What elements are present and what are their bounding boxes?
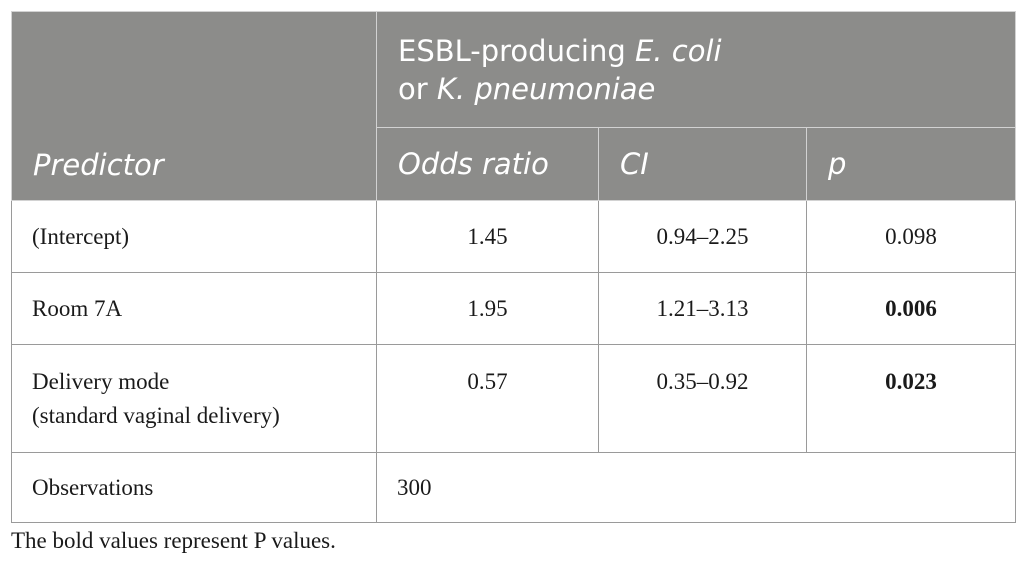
cell-predictor-line1: Delivery mode <box>32 369 170 394</box>
header-group-ecoli: E. coli <box>634 34 722 68</box>
header-group-or: or <box>398 72 437 106</box>
header-p: p <box>805 127 1017 201</box>
cell-ci: 0.94–2.25 <box>598 200 807 273</box>
table-row: (Intercept) 1.45 0.94–2.25 0.098 <box>11 200 1017 273</box>
header-outcome-group: ESBL-producing E. coli or K. pneumoniae <box>375 11 1017 128</box>
header-predictor: Predictor <box>11 11 377 201</box>
table-row: Observations 300 <box>11 452 1017 523</box>
cell-observations-value: 300 <box>375 452 1017 523</box>
cell-odds-ratio: 1.95 <box>376 272 599 345</box>
cell-p: 0.006 <box>805 272 1017 345</box>
cell-observations-label: Observations <box>11 452 377 523</box>
cell-ci: 1.21–3.13 <box>598 272 807 345</box>
cell-odds-ratio: 1.45 <box>376 200 599 273</box>
cell-p: 0.023 <box>805 344 1017 453</box>
header-odds-ratio: Odds ratio <box>376 127 599 201</box>
table-row: Room 7A 1.95 1.21–3.13 0.006 <box>11 272 1017 345</box>
cell-predictor: Room 7A <box>11 272 377 345</box>
header-ci: CI <box>598 127 807 201</box>
cell-predictor: (Intercept) <box>11 200 377 273</box>
cell-odds-ratio: 0.57 <box>376 344 599 453</box>
cell-ci: 0.35–0.92 <box>598 344 807 453</box>
cell-predictor: Delivery mode (standard vaginal delivery) <box>11 344 377 453</box>
table-footnote: The bold values represent P values. <box>11 528 336 553</box>
regression-table-container: Predictor ESBL-producing E. coli or K. pn… <box>11 11 1017 523</box>
cell-p: 0.098 <box>805 200 1017 273</box>
cell-predictor-line2: (standard vaginal delivery) <box>32 403 280 428</box>
regression-table: Predictor ESBL-producing E. coli or K. pn… <box>11 11 1017 523</box>
header-group-prefix: ESBL-producing <box>398 34 635 68</box>
table-row: Delivery mode (standard vaginal delivery)… <box>11 344 1017 453</box>
header-group-kpneu: K. pneumoniae <box>436 72 656 106</box>
